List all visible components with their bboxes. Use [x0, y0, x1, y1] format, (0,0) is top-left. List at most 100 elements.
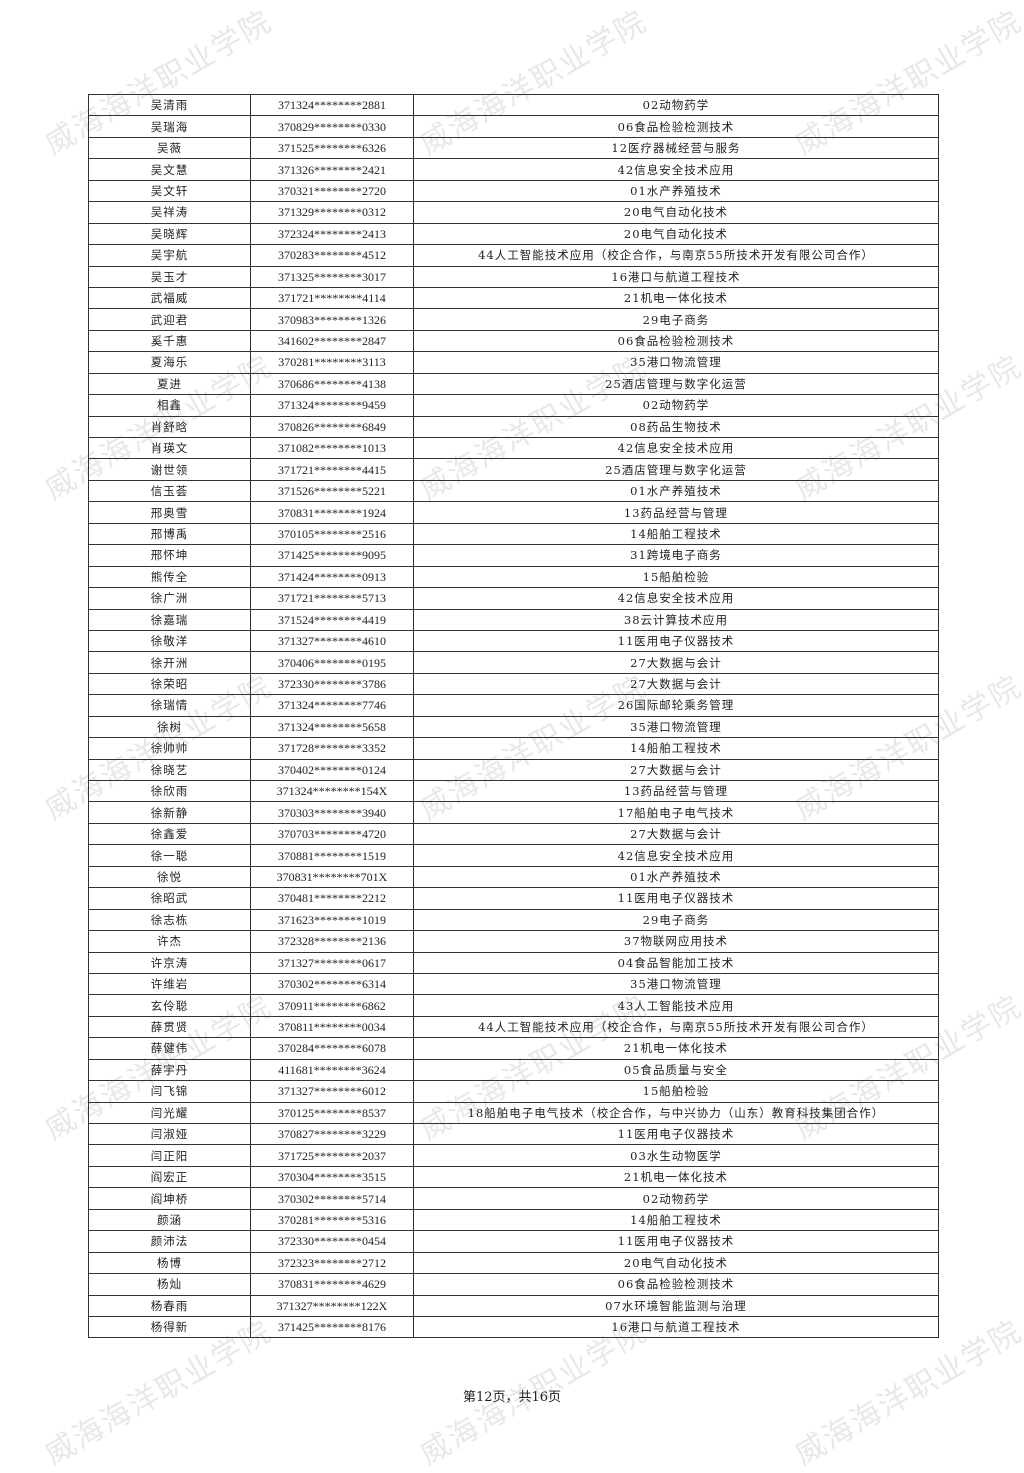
id-cell: 371324********7746: [250, 694, 414, 717]
name-cell: 薛健伟: [88, 1037, 251, 1060]
table-row: 邢怀坤 371425********9095 31跨境电子商务: [88, 544, 939, 567]
major-cell: 21机电一体化技术: [413, 1037, 939, 1060]
id-cell: 372330********3786: [250, 672, 414, 696]
id-cell: 370829********0330: [250, 115, 414, 138]
name-cell: 徐广洲: [88, 587, 251, 610]
table-row: 颜涵 370281********5316 14船舶工程技术: [88, 1208, 939, 1232]
name-cell: 闫飞锦: [88, 1080, 251, 1103]
major-cell: 44人工智能技术应用（校企合作，与南京55所技术开发有限公司合作）: [413, 244, 939, 267]
major-cell: 37物联网应用技术: [413, 930, 939, 953]
name-cell: 颜涵: [88, 1208, 251, 1232]
major-cell: 42信息安全技术应用: [413, 436, 939, 460]
id-cell: 370303********3940: [250, 801, 414, 824]
major-cell: 42信息安全技术应用: [413, 158, 939, 181]
major-cell: 01水产养殖技术: [413, 865, 939, 889]
major-cell: 01水产养殖技术: [413, 479, 939, 503]
table-row: 徐新静 370303********3940 17船舶电子电气技术: [88, 801, 939, 824]
table-row: 邢奥雪 370831********1924 13药品经营与管理: [88, 501, 939, 524]
id-cell: 370831********701X: [250, 865, 414, 889]
name-cell: 徐敬洋: [88, 629, 251, 653]
id-cell: 411681********3624: [250, 1058, 414, 1082]
id-cell: 371728********3352: [250, 737, 414, 760]
major-cell: 02动物药学: [413, 1187, 939, 1210]
id-cell: 370826********6849: [250, 415, 414, 439]
name-cell: 邢博禹: [88, 522, 251, 546]
major-cell: 27大数据与会计: [413, 651, 939, 674]
name-cell: 吴瑞海: [88, 115, 251, 138]
name-cell: 薛贯贤: [88, 1015, 251, 1039]
major-cell: 44人工智能技术应用（校企合作，与南京55所技术开发有限公司合作）: [413, 1015, 939, 1039]
id-cell: 371327********6012: [250, 1080, 414, 1103]
major-cell: 20电气自动化技术: [413, 1251, 939, 1275]
major-cell: 11医用电子仪器技术: [413, 1122, 939, 1146]
id-cell: 371721********4114: [250, 286, 414, 310]
name-cell: 夏进: [88, 372, 251, 396]
table-row: 徐嘉瑞 371524********4419 38云计算技术应用: [88, 608, 939, 631]
id-cell: 370402********0124: [250, 758, 414, 782]
id-cell: 370125********8537: [250, 1101, 414, 1125]
table-row: 吴瑞海 370829********0330 06食品检验检测技术: [88, 115, 939, 138]
major-cell: 06食品检验检测技术: [413, 1273, 939, 1296]
name-cell: 奚千惠: [88, 329, 251, 353]
major-cell: 11医用电子仪器技术: [413, 629, 939, 653]
name-cell: 武福威: [88, 286, 251, 310]
id-cell: 371525********6326: [250, 136, 414, 160]
table-row: 徐欣雨 371324********154X 13药品经营与管理: [88, 779, 939, 803]
name-cell: 徐开洲: [88, 651, 251, 674]
id-cell: 370281********3113: [250, 351, 414, 374]
major-cell: 27大数据与会计: [413, 672, 939, 696]
major-cell: 26国际邮轮乘务管理: [413, 694, 939, 717]
name-cell: 徐悦: [88, 865, 251, 889]
table-row: 熊传全 371424********0913 15船舶检验: [88, 565, 939, 589]
name-cell: 许杰: [88, 930, 251, 953]
table-row: 徐悦 370831********701X 01水产养殖技术: [88, 865, 939, 889]
table-row: 肖舒晗 370826********6849 08药品生物技术: [88, 415, 939, 439]
table-row: 徐昭武 370481********2212 11医用电子仪器技术: [88, 887, 939, 910]
table-row: 杨得新 371425********8176 16港口与航道工程技术: [88, 1315, 939, 1339]
table-row: 徐敬洋 371327********4610 11医用电子仪器技术: [88, 629, 939, 653]
table-row: 徐瑞情 371324********7746 26国际邮轮乘务管理: [88, 694, 939, 717]
table-row: 徐鑫爱 370703********4720 27大数据与会计: [88, 822, 939, 846]
major-cell: 21机电一体化技术: [413, 286, 939, 310]
name-cell: 武迎君: [88, 308, 251, 331]
id-cell: 370321********2720: [250, 179, 414, 203]
id-cell: 370284********6078: [250, 1037, 414, 1060]
table-row: 吴清雨 371324********2881 02动物药学: [88, 93, 939, 117]
table-row: 薛宇丹 411681********3624 05食品质量与安全: [88, 1058, 939, 1082]
id-cell: 371082********1013: [250, 436, 414, 460]
name-cell: 薛宇丹: [88, 1058, 251, 1082]
name-cell: 吴文轩: [88, 179, 251, 203]
name-cell: 杨博: [88, 1251, 251, 1275]
major-cell: 01水产养殖技术: [413, 179, 939, 203]
name-cell: 相鑫: [88, 394, 251, 417]
table-row: 玄伶聪 370911********6862 43人工智能技术应用: [88, 994, 939, 1017]
table-row: 许杰 372328********2136 37物联网应用技术: [88, 930, 939, 953]
major-cell: 25酒店管理与数字化运营: [413, 372, 939, 396]
name-cell: 信玉荟: [88, 479, 251, 503]
major-cell: 31跨境电子商务: [413, 544, 939, 567]
id-cell: 371325********3017: [250, 265, 414, 288]
student-table: 吴清雨 371324********2881 02动物药学 吴瑞海 370829****…: [88, 93, 939, 1339]
name-cell: 徐树: [88, 715, 251, 739]
id-cell: 371425********9095: [250, 544, 414, 567]
name-cell: 徐一聪: [88, 844, 251, 867]
name-cell: 吴祥涛: [88, 201, 251, 224]
table-row: 肖瑛文 371082********1013 42信息安全技术应用: [88, 436, 939, 460]
major-cell: 35港口物流管理: [413, 351, 939, 374]
name-cell: 徐新静: [88, 801, 251, 824]
id-cell: 370304********3515: [250, 1165, 414, 1189]
name-cell: 闫正阳: [88, 1144, 251, 1167]
table-row: 邢博禹 370105********2516 14船舶工程技术: [88, 522, 939, 546]
major-cell: 20电气自动化技术: [413, 222, 939, 246]
name-cell: 徐欣雨: [88, 779, 251, 803]
id-cell: 370302********6314: [250, 972, 414, 996]
major-cell: 12医疗器械经营与服务: [413, 136, 939, 160]
name-cell: 徐帅帅: [88, 737, 251, 760]
table-row: 奚千惠 341602********2847 06食品检验检测技术: [88, 329, 939, 353]
major-cell: 38云计算技术应用: [413, 608, 939, 631]
table-row: 武福威 371721********4114 21机电一体化技术: [88, 286, 939, 310]
name-cell: 杨春雨: [88, 1294, 251, 1317]
id-cell: 371623********1019: [250, 908, 414, 932]
id-cell: 371725********2037: [250, 1144, 414, 1167]
table-row: 杨博 372323********2712 20电气自动化技术: [88, 1251, 939, 1275]
